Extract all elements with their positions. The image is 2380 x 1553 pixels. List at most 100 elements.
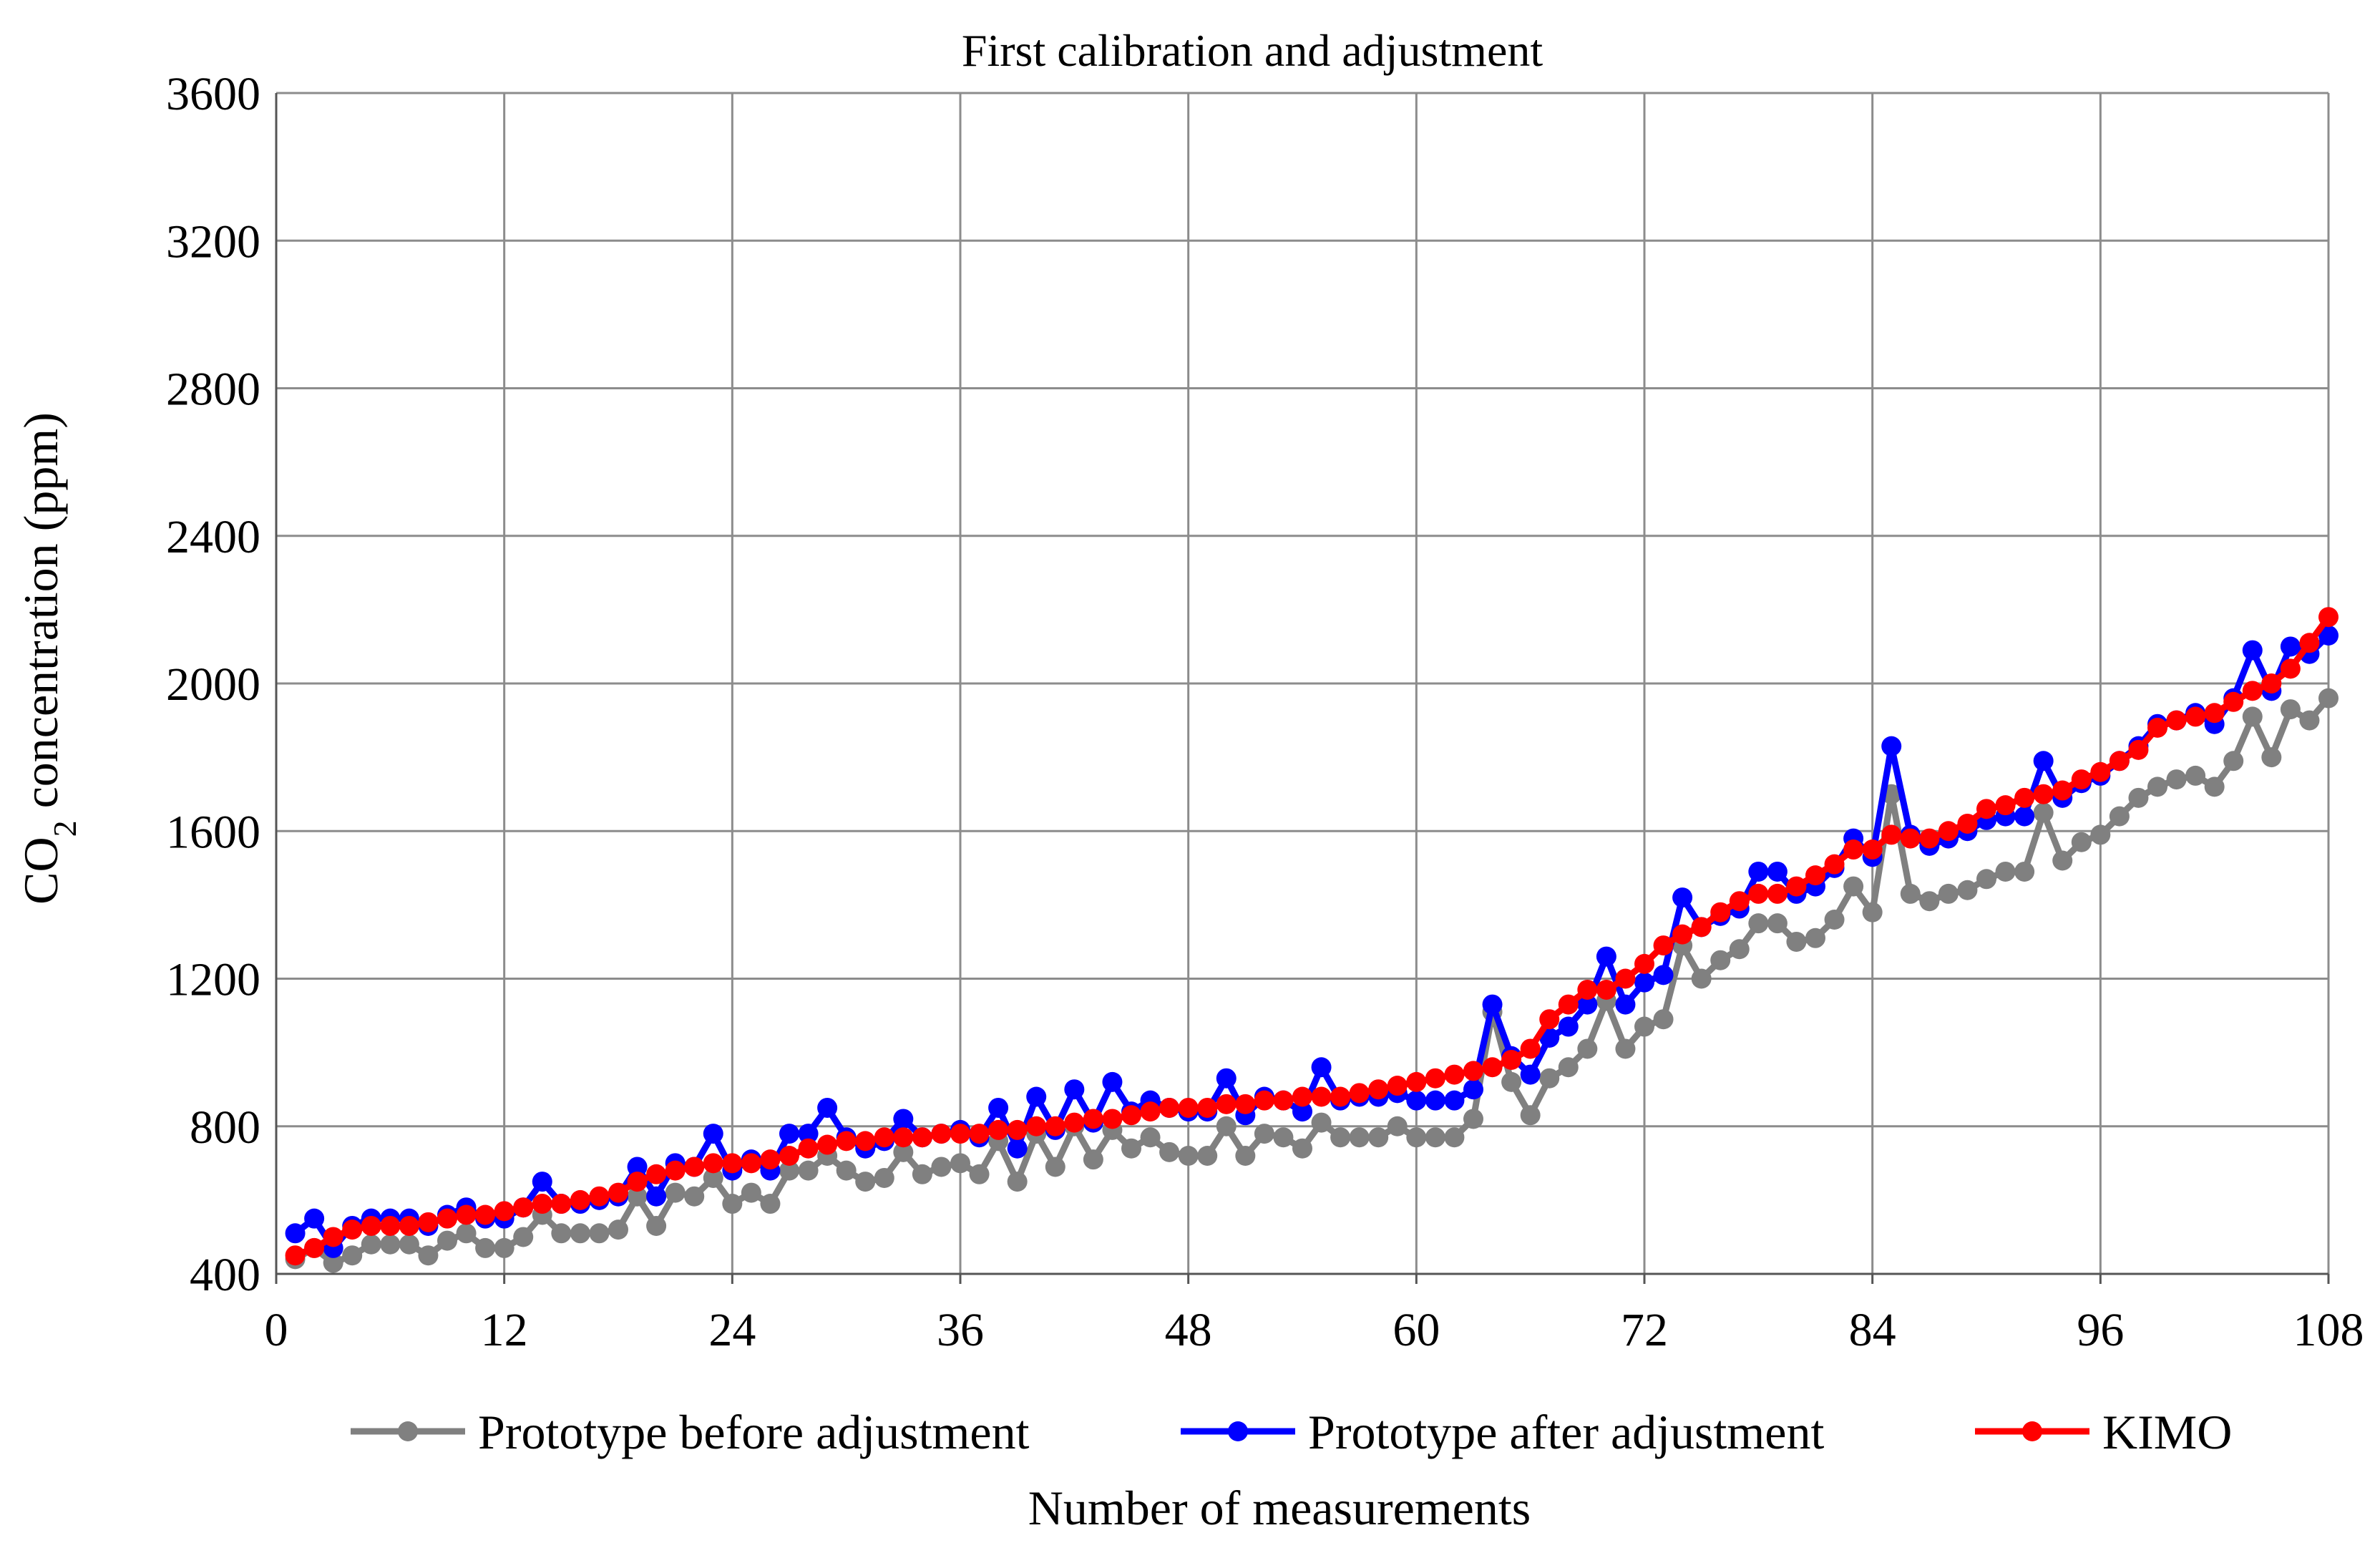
data-point-prototype-before-adjustment — [2318, 688, 2338, 709]
data-point-prototype-before-adjustment — [1577, 1038, 1598, 1059]
data-point-kimo — [1919, 828, 1940, 849]
data-point-prototype-after-adjustment — [1767, 861, 1788, 882]
data-point-kimo — [1539, 1009, 1560, 1030]
data-point-kimo — [665, 1160, 686, 1181]
data-point-kimo — [1273, 1090, 1294, 1111]
data-point-prototype-before-adjustment — [570, 1223, 590, 1244]
legend-label: KIMO — [2102, 1405, 2232, 1459]
data-point-prototype-before-adjustment — [1843, 876, 1864, 897]
data-point-kimo — [760, 1149, 781, 1170]
data-point-kimo — [1311, 1086, 1332, 1107]
data-point-prototype-before-adjustment — [950, 1153, 970, 1174]
x-tick-label: 72 — [1621, 1304, 1668, 1356]
legend-item: KIMO — [1975, 1405, 2232, 1459]
y-axis-title-rest: concentration (ppm) — [14, 412, 68, 820]
data-point-kimo — [1026, 1116, 1047, 1136]
data-point-kimo — [2223, 691, 2244, 712]
data-point-prototype-after-adjustment — [304, 1208, 325, 1229]
data-point-kimo — [1045, 1116, 1065, 1136]
data-point-prototype-after-adjustment — [779, 1124, 799, 1144]
data-point-prototype-before-adjustment — [399, 1234, 419, 1255]
data-point-prototype-before-adjustment — [760, 1194, 781, 1214]
data-point-kimo — [893, 1127, 914, 1148]
legend-swatch-marker — [398, 1421, 418, 1441]
data-point-kimo — [1976, 799, 1996, 819]
series-kimo — [285, 607, 2338, 1266]
y-tick-label: 800 — [190, 1101, 260, 1154]
data-point-prototype-before-adjustment — [1273, 1127, 1294, 1148]
data-point-prototype-after-adjustment — [1102, 1071, 1123, 1092]
data-point-kimo — [627, 1172, 648, 1192]
data-point-prototype-before-adjustment — [646, 1215, 667, 1236]
data-point-kimo — [2318, 607, 2338, 628]
data-point-kimo — [1197, 1097, 1218, 1118]
data-point-prototype-after-adjustment — [1634, 972, 1654, 993]
data-point-kimo — [836, 1131, 857, 1152]
data-point-prototype-before-adjustment — [1444, 1127, 1465, 1148]
data-point-prototype-before-adjustment — [608, 1219, 628, 1240]
y-tick-label: 3200 — [166, 215, 260, 268]
data-point-prototype-before-adjustment — [2280, 699, 2301, 720]
data-point-kimo — [475, 1204, 496, 1225]
data-point-prototype-before-adjustment — [1406, 1127, 1427, 1148]
y-axis-title-subscript: 2 — [47, 820, 83, 837]
data-point-kimo — [2204, 703, 2225, 724]
data-point-kimo — [703, 1153, 723, 1174]
data-point-prototype-before-adjustment — [1292, 1138, 1312, 1159]
data-point-kimo — [570, 1189, 590, 1210]
data-point-prototype-before-adjustment — [1710, 950, 1731, 970]
data-point-prototype-before-adjustment — [2261, 747, 2282, 768]
data-point-kimo — [456, 1204, 477, 1225]
data-point-kimo — [969, 1124, 990, 1144]
y-axis-title: CO2 concentration (ppm) — [14, 412, 83, 905]
data-point-kimo — [1406, 1071, 1427, 1092]
data-point-kimo — [817, 1134, 838, 1155]
data-point-prototype-before-adjustment — [893, 1141, 914, 1162]
data-point-kimo — [1064, 1112, 1085, 1133]
data-point-prototype-before-adjustment — [665, 1182, 686, 1203]
data-point-prototype-before-adjustment — [836, 1160, 857, 1181]
data-point-prototype-before-adjustment — [1235, 1146, 1256, 1166]
data-point-prototype-before-adjustment — [2223, 751, 2244, 771]
data-point-prototype-after-adjustment — [1007, 1138, 1028, 1159]
data-point-prototype-before-adjustment — [1805, 928, 1825, 948]
data-point-prototype-after-adjustment — [1615, 994, 1636, 1015]
data-point-prototype-after-adjustment — [1596, 946, 1616, 967]
data-point-kimo — [1007, 1119, 1028, 1140]
y-tick-label: 3600 — [166, 68, 260, 120]
data-point-kimo — [1862, 839, 1883, 860]
data-point-kimo — [1615, 968, 1636, 989]
data-point-kimo — [1634, 953, 1654, 974]
data-point-kimo — [1653, 935, 1674, 956]
data-point-kimo — [2147, 717, 2167, 738]
data-point-kimo — [2166, 710, 2187, 731]
data-point-prototype-after-adjustment — [1558, 1016, 1579, 1037]
data-point-kimo — [1121, 1105, 1141, 1126]
data-point-prototype-after-adjustment — [1216, 1068, 1237, 1089]
data-point-kimo — [1824, 854, 1845, 875]
data-point-prototype-before-adjustment — [1691, 968, 1712, 989]
data-point-kimo — [2071, 769, 2092, 790]
data-point-kimo — [779, 1146, 799, 1166]
data-point-kimo — [1710, 902, 1731, 922]
data-point-prototype-after-adjustment — [1064, 1079, 1085, 1100]
data-point-kimo — [2052, 780, 2073, 801]
data-point-kimo — [2185, 706, 2206, 727]
data-point-prototype-after-adjustment — [1577, 994, 1598, 1015]
data-point-prototype-before-adjustment — [722, 1194, 743, 1214]
data-point-prototype-after-adjustment — [1406, 1090, 1427, 1111]
data-point-prototype-before-adjustment — [1919, 891, 1940, 912]
chart-title: First calibration and adjustment — [962, 25, 1543, 76]
data-point-prototype-after-adjustment — [1311, 1057, 1332, 1078]
x-tick-label: 48 — [1165, 1304, 1212, 1356]
data-point-prototype-before-adjustment — [2299, 710, 2320, 731]
data-point-kimo — [1159, 1097, 1180, 1118]
data-point-prototype-before-adjustment — [684, 1186, 705, 1207]
data-point-kimo — [1558, 994, 1579, 1015]
data-point-kimo — [304, 1237, 325, 1258]
data-point-kimo — [437, 1208, 457, 1229]
data-point-prototype-before-adjustment — [475, 1237, 496, 1258]
data-point-kimo — [551, 1194, 572, 1214]
data-point-prototype-before-adjustment — [969, 1164, 990, 1184]
data-point-prototype-after-adjustment — [627, 1157, 648, 1177]
